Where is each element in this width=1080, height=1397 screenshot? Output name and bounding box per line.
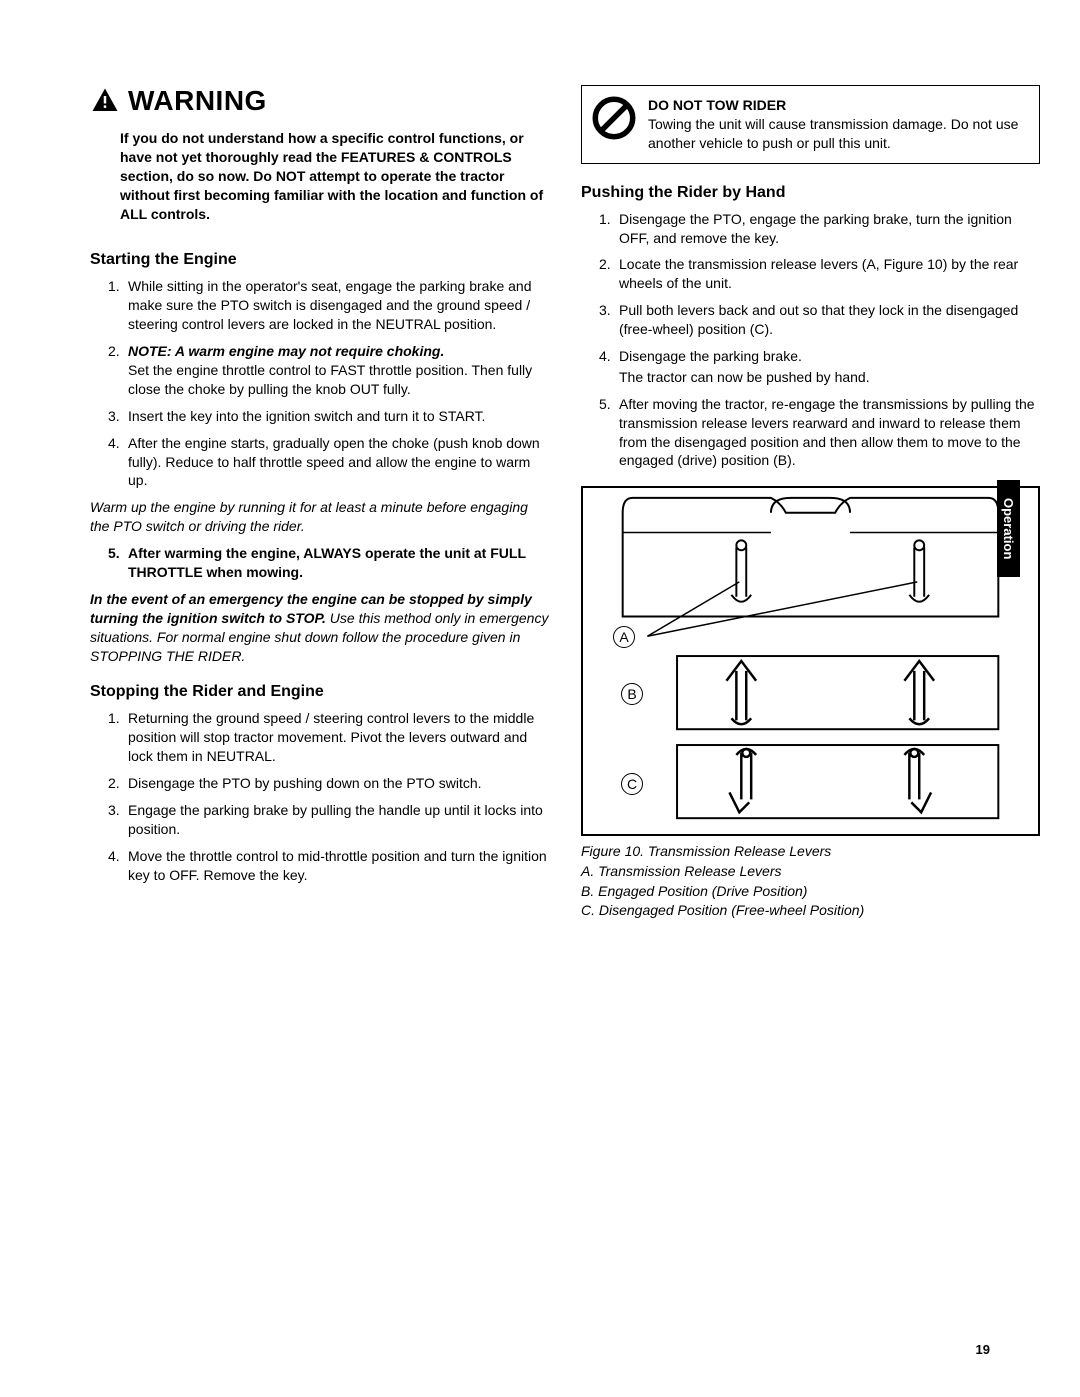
starting-item-2-body: Set the engine throttle control to FAST …	[128, 362, 532, 397]
pushing-item-4: Disengage the parking brake. The tractor…	[599, 347, 1040, 387]
pushing-list: Disengage the PTO, engage the parking br…	[581, 210, 1040, 471]
tow-text: DO NOT TOW RIDER Towing the unit will ca…	[648, 96, 1029, 153]
prohibition-icon	[592, 96, 636, 153]
left-column: WARNING If you do not understand how a s…	[90, 85, 549, 921]
stopping-item-4: Move the throttle control to mid-throttl…	[108, 847, 549, 885]
starting-item-3: Insert the key into the ignition switch …	[108, 407, 549, 426]
pushing-item-4b: The tractor can now be pushed by hand.	[619, 368, 1040, 387]
stopping-item-1: Returning the ground speed / steering co…	[108, 709, 549, 766]
transmission-levers-svg	[583, 488, 1038, 834]
figure-10-diagram: A B C	[581, 486, 1040, 836]
figure-caption-c: C. Disengaged Position (Free-wheel Posit…	[581, 902, 864, 918]
right-column: DO NOT TOW RIDER Towing the unit will ca…	[581, 85, 1040, 921]
warmup-paragraph: Warm up the engine by running it for at …	[90, 498, 549, 536]
starting-item-4: After the engine starts, gradually open …	[108, 434, 549, 491]
figure-caption-b: B. Engaged Position (Drive Position)	[581, 883, 807, 899]
starting-item-2-note: NOTE: A warm engine may not require chok…	[128, 343, 444, 359]
figure-caption-a: A. Transmission Release Levers	[581, 863, 781, 879]
starting-item-5: After warming the engine, ALWAYS operate…	[108, 544, 549, 582]
emergency-paragraph: In the event of an emergency the engine …	[90, 590, 549, 666]
content-columns: WARNING If you do not understand how a s…	[90, 85, 1040, 921]
starting-list-continued: After warming the engine, ALWAYS operate…	[90, 544, 549, 582]
pushing-item-3: Pull both levers back and out so that th…	[599, 301, 1040, 339]
warning-title: WARNING	[128, 85, 267, 117]
stopping-list: Returning the ground speed / steering co…	[90, 709, 549, 884]
pushing-item-5: After moving the tractor, re-engage the …	[599, 395, 1040, 471]
pushing-heading: Pushing the Rider by Hand	[581, 184, 1040, 202]
tow-body: Towing the unit will cause transmission …	[648, 116, 1018, 151]
warning-body-text: If you do not understand how a specific …	[90, 129, 549, 223]
pushing-item-2: Locate the transmission release levers (…	[599, 255, 1040, 293]
stopping-item-2: Disengage the PTO by pushing down on the…	[108, 774, 549, 793]
page-number: 19	[976, 1342, 990, 1357]
warning-header: WARNING	[90, 85, 549, 117]
section-tab: Operation	[997, 480, 1020, 577]
starting-list: While sitting in the operator's seat, en…	[90, 277, 549, 490]
figure-caption: Figure 10. Transmission Release Levers A…	[581, 842, 1040, 920]
figure-caption-title: Figure 10. Transmission Release Levers	[581, 843, 831, 859]
stopping-heading: Stopping the Rider and Engine	[90, 683, 549, 701]
tow-title: DO NOT TOW RIDER	[648, 97, 786, 113]
warning-triangle-icon	[90, 86, 120, 116]
pushing-item-4a: Disengage the parking brake.	[619, 348, 802, 364]
pushing-item-1: Disengage the PTO, engage the parking br…	[599, 210, 1040, 248]
do-not-tow-box: DO NOT TOW RIDER Towing the unit will ca…	[581, 85, 1040, 164]
starting-item-1: While sitting in the operator's seat, en…	[108, 277, 549, 334]
starting-heading: Starting the Engine	[90, 251, 549, 269]
stopping-item-3: Engage the parking brake by pulling the …	[108, 801, 549, 839]
starting-item-2: NOTE: A warm engine may not require chok…	[108, 342, 549, 399]
